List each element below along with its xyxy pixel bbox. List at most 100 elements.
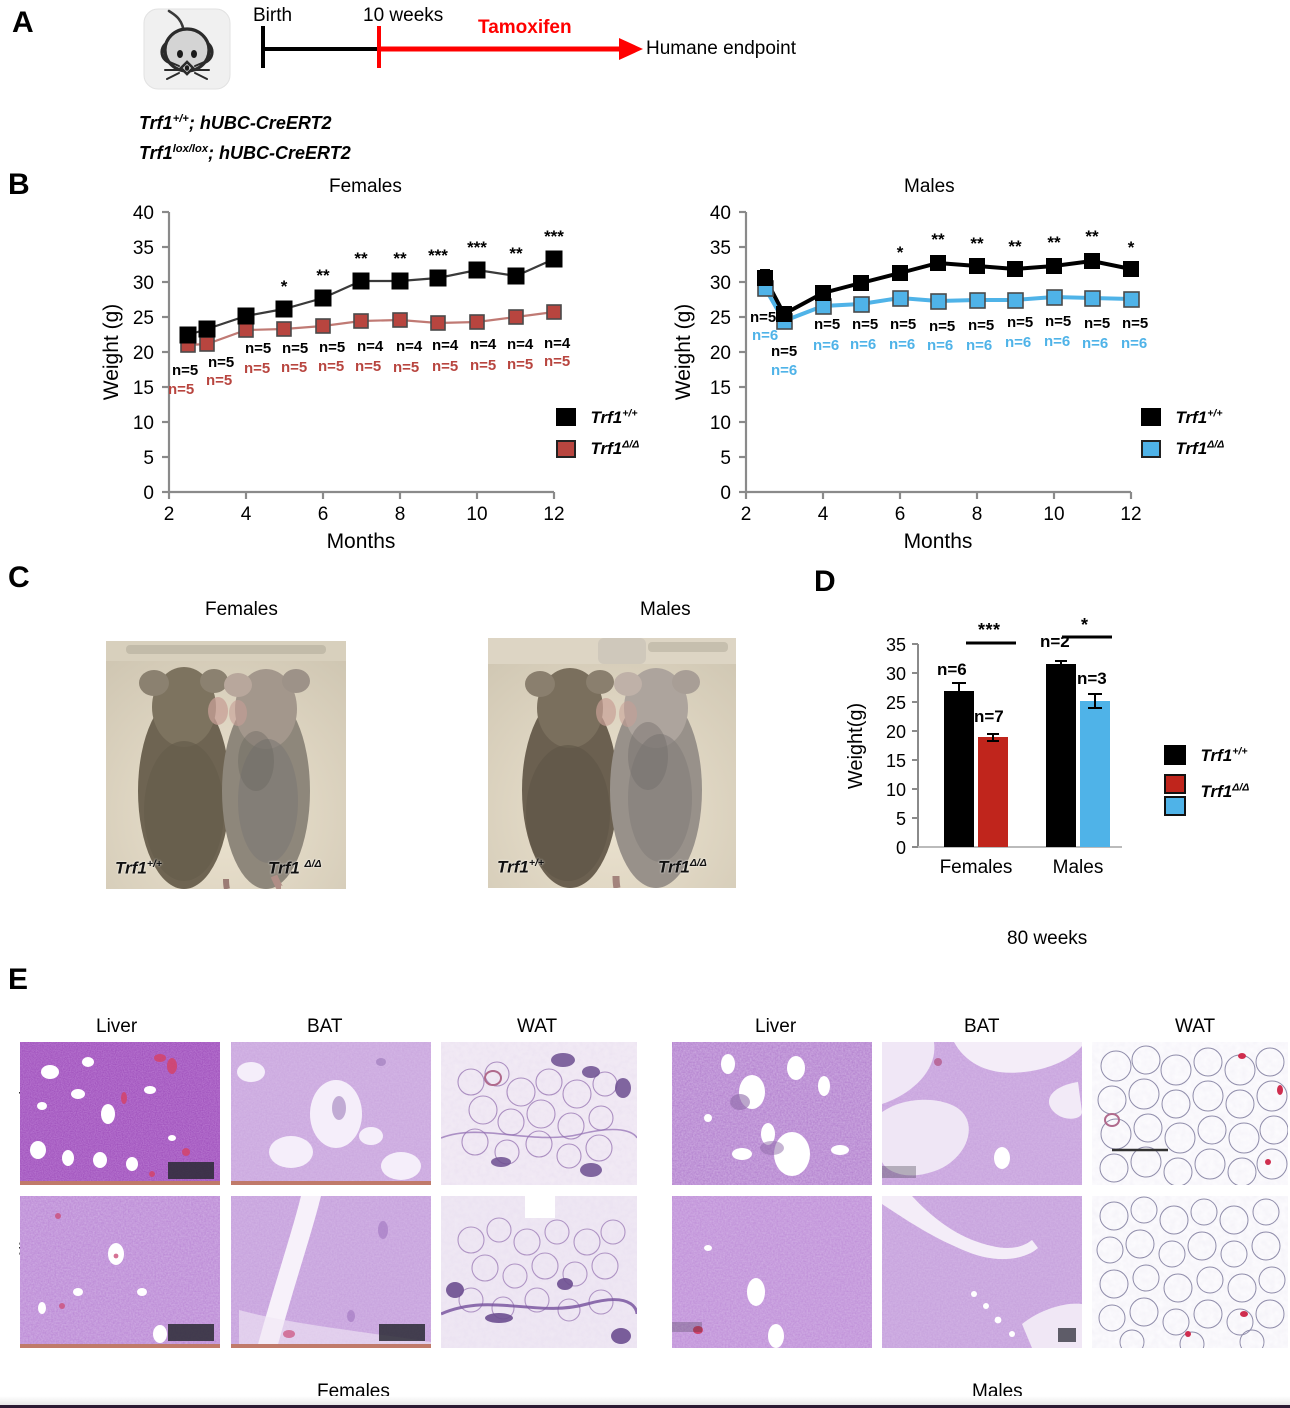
panel-e-col-liver-f: Liver — [96, 1016, 138, 1037]
panel-d-xlabel: 80 weeks — [1007, 928, 1088, 949]
legend-item-ko: Trf1Δ/Δ — [1141, 439, 1224, 460]
n-label-wt: n=5 — [172, 362, 199, 379]
legend-item-ko-blue: Trf1Δ/Δ — [1164, 782, 1249, 817]
svg-text:0: 0 — [143, 483, 154, 504]
n-label-wt: n=4 — [357, 338, 384, 355]
svg-text:40: 40 — [710, 203, 731, 224]
n-label-ko: n=6 — [927, 337, 954, 354]
panel-d-chart: 35 30 25 20 15 10 5 0 Weight(g) Females Males — [826, 620, 1146, 880]
sig-females: *** — [978, 620, 1001, 640]
svg-text:15: 15 — [133, 378, 154, 399]
n-label-ko: n=5 — [355, 358, 382, 375]
svg-text:30: 30 — [710, 273, 731, 294]
panel-c-letter: C — [8, 561, 30, 594]
svg-text:***: *** — [428, 246, 448, 265]
n-label-ko: n=6 — [752, 327, 779, 344]
legend-label-wt: Trf1+/+ — [1200, 745, 1248, 765]
panel-d-letter: D — [814, 565, 836, 598]
n-label-ko: n=6 — [1121, 335, 1148, 352]
histology-liver-wt-female — [20, 1042, 220, 1185]
svg-text:***: *** — [467, 238, 487, 257]
svg-text:Months: Months — [327, 530, 396, 550]
svg-text:*: * — [1128, 238, 1135, 257]
histology-bat-ko-female — [231, 1196, 431, 1348]
panel-e-col-bat-f: BAT — [307, 1016, 343, 1037]
females-chart-title: Females — [329, 176, 402, 197]
svg-text:5: 5 — [720, 448, 731, 469]
n-label-wt: n=5 — [1122, 315, 1149, 332]
svg-text:*: * — [281, 277, 288, 296]
panel-c-females-photo — [106, 641, 346, 889]
svg-text:35: 35 — [710, 238, 731, 259]
n-label-ko: n=5 — [244, 360, 271, 377]
genotype-lox: Trf1lox/lox; hUBC-CreERT2 — [139, 143, 351, 163]
n-label-ko: n=6 — [813, 337, 840, 354]
n-label-wt: n=5 — [852, 316, 879, 333]
svg-text:20: 20 — [886, 722, 906, 742]
n-label-ko: n=5 — [507, 356, 534, 373]
svg-text:35: 35 — [886, 635, 906, 655]
svg-text:30: 30 — [886, 664, 906, 684]
svg-text:4: 4 — [241, 504, 252, 525]
n-label-ko: n=5 — [393, 359, 420, 376]
legend-swatch-ko-blue — [1164, 795, 1186, 816]
histology-liver-ko-male — [672, 1196, 872, 1348]
legend-label-ko: Trf1Δ/Δ — [590, 438, 640, 459]
panel-e-col-wat-m: WAT — [1175, 1016, 1216, 1037]
males-legend: Trf1+/+ Trf1Δ/Δ — [1141, 407, 1224, 459]
n-label-ko: n=5 — [168, 381, 195, 398]
n-label-ko: n=5 — [544, 353, 571, 370]
legend-item-wt: Trf1+/+ — [1164, 745, 1249, 766]
legend-item-ko-red — [1164, 773, 1249, 794]
legend-swatch-ko — [556, 439, 576, 458]
svg-text:***: *** — [544, 227, 564, 246]
svg-text:5: 5 — [896, 809, 906, 829]
svg-text:30: 30 — [133, 273, 154, 294]
n-label-ko: n=5 — [318, 358, 345, 375]
svg-text:10: 10 — [466, 504, 487, 525]
n-label-wt: n=5 — [1007, 314, 1034, 331]
legend-label-wt: Trf1+/+ — [590, 407, 638, 427]
svg-text:**: ** — [354, 249, 368, 268]
panel-a-genotypes: Trf1+/+; hUBC-CreERT2 Trf1lox/lox; hUBC-… — [139, 106, 351, 166]
svg-text:10: 10 — [133, 413, 154, 434]
panel-c-males-photo — [488, 638, 736, 888]
males-chart-title: Males — [904, 176, 955, 197]
bar-female-wt — [944, 691, 974, 847]
svg-text:Males: Males — [1053, 857, 1104, 878]
n-label-female-wt: n=6 — [937, 660, 967, 679]
panel-e-col-bat-m: BAT — [964, 1016, 1000, 1037]
n-label-wt: n=4 — [544, 335, 571, 352]
panel-c-label-ko-male: Trf1Δ/Δ — [658, 857, 707, 877]
n-label-wt: n=4 — [507, 336, 534, 353]
svg-text:**: ** — [931, 230, 945, 249]
sig-males: * — [1081, 615, 1089, 635]
svg-text:Weight(g): Weight(g) — [845, 703, 867, 789]
svg-text:25: 25 — [710, 308, 731, 329]
svg-text:8: 8 — [972, 504, 983, 525]
svg-text:Weight (g): Weight (g) — [672, 304, 695, 400]
n-label-wt: n=5 — [282, 340, 309, 357]
timeline-endpoint-label: Humane endpoint — [646, 38, 796, 59]
histology-liver-wt-male — [672, 1042, 872, 1185]
legend-swatch-ko-red — [1164, 773, 1186, 794]
svg-text:12: 12 — [1120, 504, 1141, 525]
svg-text:**: ** — [316, 266, 330, 285]
legend-item-wt: Trf1+/+ — [556, 407, 639, 428]
panel-c-label-ko-female: Trf1 Δ/Δ — [268, 858, 322, 878]
svg-text:12: 12 — [543, 504, 564, 525]
n-label-ko: n=5 — [470, 357, 497, 374]
males-n-labels: n=5 n=6 n=5 n=6 n=5 n=6 n=5 n=6 n=5 n=6 … — [660, 200, 1260, 550]
svg-text:8: 8 — [395, 504, 406, 525]
histology-wat-ko-female — [441, 1196, 637, 1348]
svg-text:10: 10 — [886, 780, 906, 800]
svg-text:6: 6 — [895, 504, 906, 525]
n-label-ko: n=5 — [281, 359, 308, 376]
n-label-wt: n=5 — [750, 309, 777, 326]
legend-swatch-wt — [1141, 408, 1161, 427]
n-label-ko: n=6 — [850, 336, 877, 353]
n-label-wt: n=4 — [396, 338, 423, 355]
n-label-ko: n=6 — [1044, 333, 1071, 350]
n-label-wt: n=4 — [432, 337, 459, 354]
